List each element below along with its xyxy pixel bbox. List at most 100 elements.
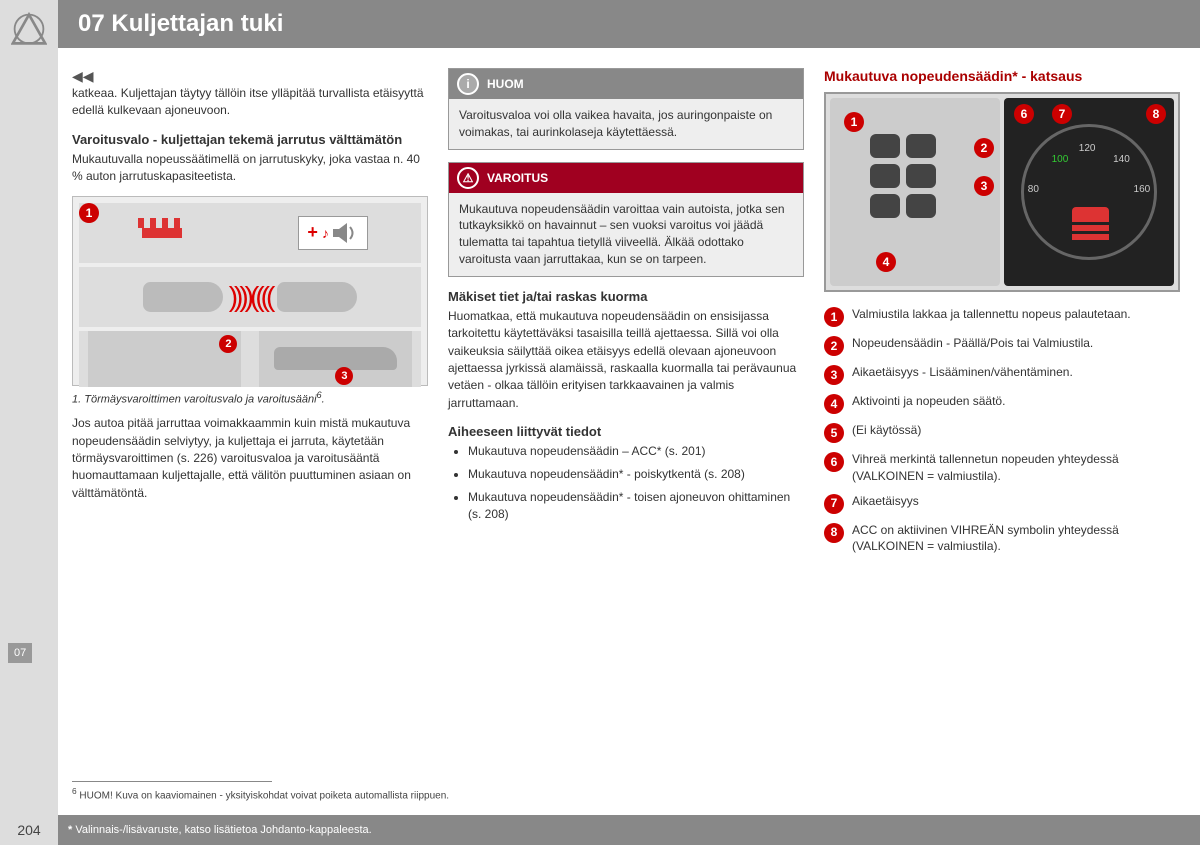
page-footer: 204 * Valinnais-/lisävaruste, katso lisä… [0, 815, 1200, 845]
chapter-tab: 07 [8, 643, 32, 663]
paragraph-hills: Huomatkaa, että mukautuva nopeudensäädin… [448, 308, 804, 412]
fig1-panel-mid: ))))(((( [79, 267, 421, 327]
footnote-body: HUOM! Kuva on kaaviomainen - yksityiskoh… [77, 790, 449, 801]
legend-item: 7Aikaetäisyys [824, 493, 1180, 514]
footnote-text: 6 HUOM! Kuva on kaaviomainen - yksityisk… [72, 786, 1180, 801]
footnote-area: 6 HUOM! Kuva on kaaviomainen - yksityisk… [72, 767, 1180, 801]
column-3: Mukautuva nopeudensäädin* - katsaus 1 2 … [824, 68, 1180, 785]
continuation-text: katkeaa. Kuljettajan täytyy tällöin itse… [72, 85, 428, 120]
content-area: ◀◀ katkeaa. Kuljettajan täytyy tällöin i… [72, 68, 1180, 785]
car-silhouette-icon [274, 347, 397, 369]
continuation-arrows-icon: ◀◀ [72, 68, 428, 85]
steering-wheel-panel: 1 2 3 4 [830, 98, 1000, 286]
note-callout: i HUOM Varoitusvaloa voi olla vaikea hav… [448, 68, 804, 150]
legend-list: 1 Valmiustila lakkaa ja tallennettu nopeu… [824, 306, 1180, 555]
chapter-title: 07 Kuljettajan tuki [78, 10, 283, 38]
heading-hills: Mäkiset tiet ja/tai raskas kuorma [448, 289, 804, 304]
wheel-button-plus [870, 164, 900, 188]
wheel-button-minus [870, 194, 900, 218]
callout-marker-3: 3 [974, 176, 994, 196]
wheel-button-extra [906, 194, 936, 218]
callout-marker-2: 2 [974, 138, 994, 158]
legend-text: Nopeudensäädin - Päällä/Pois tai Valmius… [852, 335, 1093, 352]
radar-waves-icon: ))))(((( [229, 281, 272, 313]
legend-text: ACC on aktiivinen VIHREÄN symbolin yhtey… [852, 522, 1180, 556]
gauge-num-100: 100 [1052, 154, 1069, 165]
callout-marker-8: 8 [1146, 104, 1166, 124]
callout-marker-6: 6 [1014, 104, 1034, 124]
legend-marker: 7 [824, 494, 844, 514]
sound-icon-box: + ♪ [298, 216, 368, 250]
legend-text: Aktivointi ja nopeuden säätö. [852, 393, 1005, 410]
gauge-num-160: 160 [1134, 184, 1151, 195]
legend-text: (Ei käytössä) [852, 422, 921, 439]
fig1-panel-bot: 2 3 [79, 331, 421, 387]
paragraph-braking: Mukautuvalla nopeussäätimellä on jarrutu… [72, 151, 428, 186]
figure1-caption-end: . [322, 393, 325, 405]
legend-item: 2 Nopeudensäädin - Päällä/Pois tai Valmiu… [824, 335, 1180, 356]
figure1-caption: 1. Törmäysvaroittimen varoitusvalo ja va… [72, 390, 428, 406]
warning-title: VAROITUS [487, 171, 548, 185]
figure-acc-overview: 1 2 3 4 6 7 8 100 80 [824, 92, 1180, 292]
wheel-button-distance [906, 164, 936, 188]
paragraph-collision: Jos autoa pitää jarruttaa voimakkaammin … [72, 415, 428, 502]
gauge-num-140: 140 [1113, 154, 1130, 165]
legend-marker: 3 [824, 365, 844, 385]
gauge-num-120: 120 [1079, 143, 1096, 154]
callout-marker-1: 1 [79, 203, 99, 223]
related-item[interactable]: Mukautuva nopeudensäädin – ACC* (s. 201) [468, 443, 804, 460]
related-list: Mukautuva nopeudensäädin – ACC* (s. 201)… [448, 443, 804, 522]
legend-item: 1 Valmiustila lakkaa ja tallennettu nopeu… [824, 306, 1180, 327]
note-body: Varoitusvaloa voi olla vaikea havaita, j… [449, 99, 803, 149]
legend-item: 4 Aktivointi ja nopeuden säätö. [824, 393, 1180, 414]
music-note-icon: ♪ [322, 225, 329, 241]
wheel-button-resume [870, 134, 900, 158]
legend-item: 8 ACC on aktiivinen VIHREÄN symbolin yhte… [824, 522, 1180, 556]
legend-marker: 5 [824, 423, 844, 443]
callout-marker-1: 1 [844, 112, 864, 132]
callout-marker-7: 7 [1052, 104, 1072, 124]
legend-marker: 6 [824, 452, 844, 472]
note-title: HUOM [487, 77, 524, 91]
legend-marker: 4 [824, 394, 844, 414]
legend-text: Vihreä merkintä tallennetun nopeuden yht… [852, 451, 1180, 485]
page: 07 Kuljettajan tuki 07 ◀◀ katkeaa. Kulje… [0, 0, 1200, 845]
warning-header: ⚠ VAROITUS [449, 163, 803, 193]
gauge-num-80: 80 [1028, 184, 1039, 195]
fig1-car-side: 3 [259, 331, 413, 387]
legend-text: Valmiustila lakkaa ja tallennettu nopeus… [852, 306, 1131, 323]
speedometer-panel: 6 7 8 100 80 120 140 160 [1004, 98, 1174, 286]
footer-note: * Valinnais-/lisävaruste, katso lisätiet… [68, 824, 372, 836]
note-header: i HUOM [449, 69, 803, 99]
car-front-icon [277, 282, 357, 312]
column-2: i HUOM Varoitusvaloa voi olla vaikea hav… [448, 68, 804, 785]
page-number: 204 [0, 815, 58, 845]
figure1-caption-text: 1. Törmäysvaroittimen varoitusvalo ja va… [72, 393, 317, 405]
fig1-dash-view: 2 [88, 331, 242, 387]
legend-marker: 8 [824, 523, 844, 543]
speaker-icon [333, 221, 359, 245]
info-icon: i [457, 73, 479, 95]
callout-marker-2: 2 [219, 335, 237, 353]
callout-marker-4: 4 [876, 252, 896, 272]
legend-item: 3 Aikaetäisyys - Lisääminen/vähentäminen. [824, 364, 1180, 385]
figure-collision-warning: 1 + ♪ ))))(((( 2 [72, 196, 428, 386]
legend-marker: 2 [824, 336, 844, 356]
warning-icon: ⚠ [457, 167, 479, 189]
heading-overview: Mukautuva nopeudensäädin* - katsaus [824, 68, 1180, 84]
related-item[interactable]: Mukautuva nopeudensäädin* - toisen ajone… [468, 489, 804, 523]
legend-marker: 1 [824, 307, 844, 327]
car-rear-icon [143, 282, 223, 312]
page-header: 07 Kuljettajan tuki [0, 0, 1200, 48]
related-item[interactable]: Mukautuva nopeudensäädin* - poiskytkentä… [468, 466, 804, 483]
legend-text: Aikaetäisyys - Lisääminen/vähentäminen. [852, 364, 1073, 381]
warning-body: Mukautuva nopeudensäädin varoittaa vain … [449, 193, 803, 276]
heading-related: Aiheeseen liittyvät tiedot [448, 424, 804, 439]
left-sidebar: 07 [0, 48, 58, 845]
warning-lights-icon [132, 218, 192, 248]
acc-car-symbol-icon [1072, 207, 1109, 245]
callout-marker-3: 3 [335, 367, 353, 385]
wheel-button-onoff [906, 134, 936, 158]
warning-triangle-icon [11, 11, 47, 47]
plus-icon: + [307, 222, 318, 243]
